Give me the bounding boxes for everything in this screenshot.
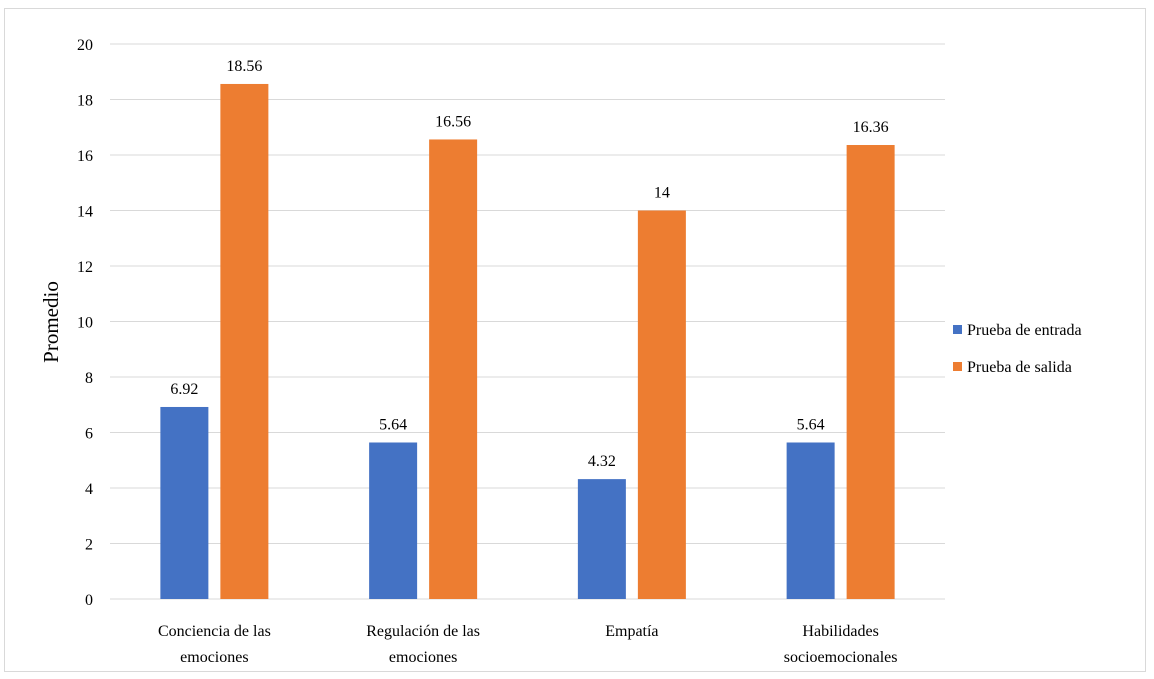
- y-tick-label: 16: [77, 148, 93, 165]
- legend-label: Prueba de salida: [967, 359, 1072, 376]
- bar-entrada: [369, 442, 418, 599]
- y-tick-label: 2: [85, 537, 93, 554]
- legend-swatch: [953, 325, 962, 334]
- bar-entrada: [786, 442, 835, 599]
- data-label: 5.64: [797, 416, 825, 433]
- y-tick-label: 10: [77, 315, 93, 332]
- x-category-label: emociones: [389, 649, 457, 666]
- bar-salida: [846, 145, 895, 599]
- x-category-label: Conciencia de las: [158, 623, 271, 640]
- data-label: 18.56: [226, 58, 262, 75]
- data-label: 4.32: [588, 453, 616, 470]
- y-tick-label: 20: [77, 37, 93, 54]
- bar-salida: [429, 139, 478, 599]
- x-category-label: emociones: [180, 649, 248, 666]
- y-tick-label: 12: [77, 259, 93, 276]
- x-category-label: Regulación de las: [366, 623, 480, 640]
- bar-salida: [220, 83, 269, 599]
- data-labels: 6.92 18.56 5.64 16.56 4.32 14 5.64 16.36: [170, 58, 888, 470]
- bar-entrada: [577, 479, 626, 599]
- x-axis-categories: Conciencia de las emociones Regulación de …: [158, 623, 898, 666]
- y-tick-label: 18: [77, 93, 93, 110]
- data-label: 16.56: [435, 113, 471, 130]
- y-tick-label: 8: [85, 370, 93, 387]
- y-tick-label: 4: [85, 481, 93, 498]
- data-label: 16.36: [853, 119, 889, 136]
- x-category-label: Empatía: [605, 623, 658, 640]
- bars: [160, 83, 895, 599]
- legend-swatch: [953, 362, 962, 371]
- y-tick-label: 14: [77, 204, 93, 221]
- bar-salida: [637, 210, 686, 599]
- data-label: 5.64: [379, 416, 407, 433]
- data-label: 6.92: [170, 381, 198, 398]
- y-tick-label: 0: [85, 592, 93, 609]
- legend: Prueba de entrada Prueba de salida: [953, 322, 1082, 376]
- x-category-label: Habilidades: [802, 623, 878, 640]
- y-axis-ticks: 0 2 4 6 8 10 12 14 16 18 20: [77, 37, 93, 609]
- legend-label: Prueba de entrada: [967, 322, 1082, 339]
- bar-entrada: [160, 406, 209, 599]
- x-category-label: socioemocionales: [784, 649, 898, 666]
- y-axis-label: Promedio: [39, 281, 63, 363]
- y-tick-label: 6: [85, 426, 93, 443]
- data-label: 14: [654, 185, 670, 202]
